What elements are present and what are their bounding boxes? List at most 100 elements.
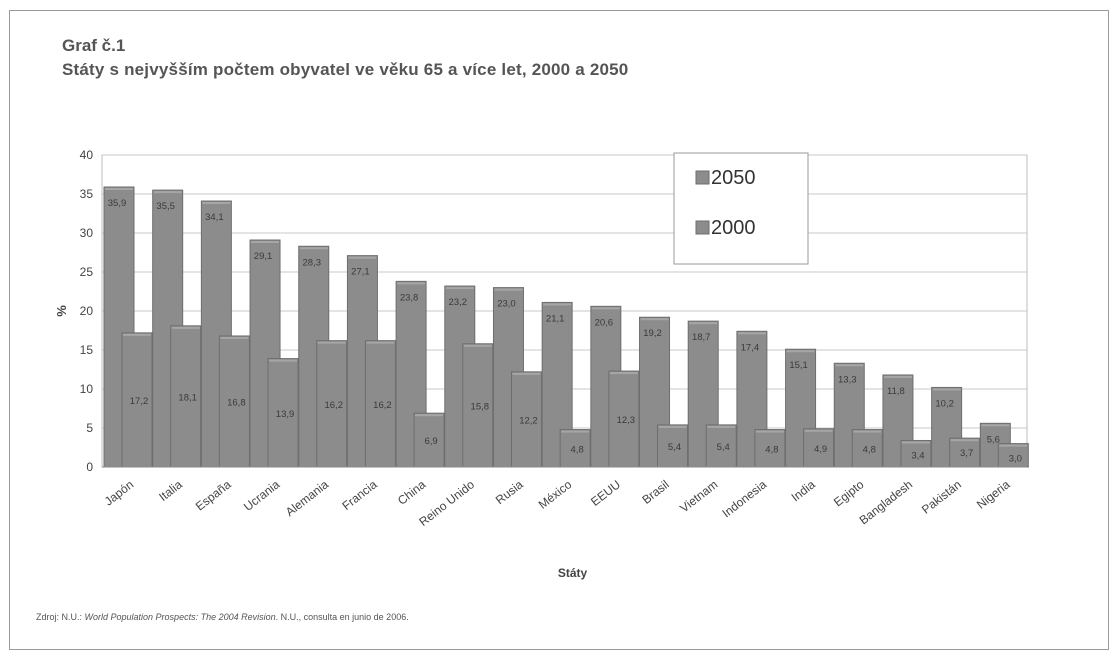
bar-2000-highlight [171, 326, 200, 329]
x-tick-label: China [395, 477, 429, 508]
x-tick-label: Bangladesh [857, 477, 916, 527]
bar-2000-highlight [853, 430, 882, 433]
bar-2050-highlight [543, 303, 572, 306]
chart-number: Graf č.1 [62, 36, 126, 55]
data-label-2050: 18,7 [692, 332, 711, 343]
data-label-2050: 23,0 [497, 299, 516, 310]
bar-2000 [462, 343, 494, 468]
bar-2000-highlight [658, 425, 687, 428]
source-title: World Population Prospects: The 2004 Rev… [84, 612, 276, 622]
data-label-2000: 4,8 [765, 444, 778, 455]
y-axis-label: % [54, 305, 69, 317]
legend-label: 2050 [711, 167, 756, 189]
x-tick-label: Egipto [831, 477, 867, 509]
x-tick-label: Japón [102, 477, 136, 508]
data-label-2050: 21,1 [546, 313, 565, 324]
bar-2000 [413, 412, 445, 468]
bar-2050-highlight [689, 322, 718, 325]
data-label-2000: 16,2 [324, 400, 343, 411]
data-label-2000: 18,1 [178, 392, 197, 403]
data-label-2050: 5,6 [987, 434, 1000, 445]
data-label-2050: 10,2 [935, 398, 954, 409]
bar-2000-highlight [901, 441, 930, 444]
bar-2050-highlight [251, 241, 280, 244]
bar-2000-highlight [561, 430, 590, 433]
bar-2050-highlight [981, 424, 1010, 427]
bar-2050-highlight [835, 364, 864, 367]
bars-layer [103, 186, 1029, 468]
bar-2050-highlight [640, 318, 669, 321]
data-label-2050: 11,8 [887, 386, 905, 397]
bar-2000-highlight [123, 333, 151, 336]
y-tick-label: 40 [80, 148, 94, 162]
data-label-2050: 35,9 [108, 198, 127, 209]
bar-2050-highlight [883, 375, 912, 378]
x-tick-label: México [536, 477, 575, 512]
data-label-2000: 6,9 [424, 436, 437, 447]
data-label-2050: 27,1 [351, 267, 370, 278]
bar-2000 [218, 335, 250, 468]
data-label-2050: 23,2 [449, 297, 468, 308]
legend-swatch [695, 220, 710, 235]
bar-2000-highlight [415, 414, 444, 417]
chart-title: Státy s nejvyšším počtem obyvatel ve věk… [62, 60, 629, 79]
x-tick-label: Francia [339, 477, 379, 513]
bar-2000 [121, 332, 153, 468]
bar-2050-highlight [932, 388, 961, 391]
bar-2000 [900, 439, 932, 468]
x-tick-label: Italia [156, 477, 185, 504]
bar-2000 [316, 340, 348, 468]
bar-2000-highlight [317, 341, 346, 344]
data-label-2050: 15,1 [789, 360, 808, 371]
data-label-2000: 12,2 [519, 415, 538, 426]
y-tick-label: 0 [86, 460, 93, 474]
data-label-2000: 16,8 [227, 397, 246, 408]
x-tick-label: Rusia [493, 477, 526, 507]
bar-2000-highlight [804, 429, 833, 432]
data-label-2000: 15,8 [471, 401, 490, 412]
data-label-2000: 3,0 [1009, 454, 1022, 465]
data-label-2000: 13,9 [276, 409, 295, 420]
bar-2000 [754, 429, 786, 468]
y-tick-label: 10 [80, 382, 94, 396]
data-label-2000: 16,2 [373, 400, 392, 411]
bar-2050-highlight [737, 332, 766, 335]
source-prefix: Zdroj: N.U.: [36, 612, 85, 622]
data-label-2050: 23,8 [400, 292, 419, 303]
x-tick-label: India [789, 477, 818, 504]
y-tick-label: 25 [80, 265, 94, 279]
data-label-2050: 19,2 [643, 328, 662, 339]
data-label-2000: 5,4 [668, 442, 681, 453]
data-label-2000: 4,8 [863, 444, 876, 455]
bar-2000-highlight [609, 372, 638, 375]
data-label-2000: 3,7 [960, 448, 973, 459]
bar-2000 [364, 340, 396, 468]
bar-2000-highlight [463, 344, 492, 347]
bar-2000 [170, 325, 202, 468]
data-label-2050: 35,5 [156, 201, 175, 212]
bar-2050-highlight [786, 350, 815, 353]
bar-2050-highlight [105, 187, 133, 190]
legend-label: 2000 [711, 217, 756, 239]
source-suffix: . N.U., consulta en junio de 2006. [275, 612, 409, 622]
bar-2000-highlight [950, 439, 979, 442]
bar-2000 [851, 429, 883, 468]
data-label-2050: 20,6 [595, 317, 614, 328]
bar-2000-highlight [707, 425, 736, 428]
bar-2000 [803, 428, 835, 468]
bar-2000-highlight [220, 336, 249, 339]
bar-2000 [949, 437, 981, 468]
y-tick-label: 15 [80, 343, 94, 357]
data-label-2000: 4,9 [814, 444, 827, 455]
bar-2050-highlight [591, 307, 620, 310]
bar-2050-highlight [397, 282, 426, 285]
x-tick-label: Ucrania [241, 477, 282, 514]
legend: 2050 2000 [673, 152, 809, 265]
bar-2050-highlight [445, 287, 474, 290]
data-label-2050: 17,4 [741, 342, 760, 353]
data-label-2050: 13,3 [838, 374, 857, 385]
bar-2000-highlight [512, 372, 541, 375]
y-tick-label: 20 [80, 304, 94, 318]
data-label-2050: 28,3 [302, 257, 321, 268]
